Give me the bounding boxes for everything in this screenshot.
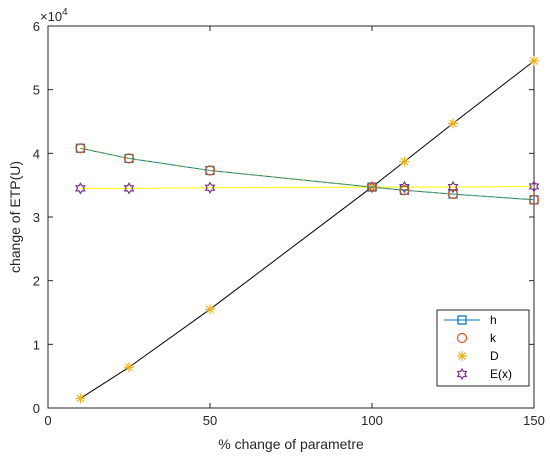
series-line [80, 147, 535, 201]
data-point [75, 393, 86, 404]
data-point [399, 156, 410, 167]
data-point [528, 194, 540, 205]
data-point [447, 188, 459, 200]
y-tick-label: 6 [33, 19, 40, 34]
legend-label: h [490, 313, 497, 327]
legend-label: D [490, 349, 499, 363]
data-point [448, 118, 458, 129]
data-point [75, 182, 86, 195]
y-tick-label: 4 [33, 146, 40, 161]
data-point [123, 153, 135, 164]
data-point [75, 143, 86, 154]
legend-box [436, 309, 530, 387]
x-tick-label: 0 [44, 413, 51, 428]
data-point [399, 180, 410, 194]
x-tick-label: 100 [361, 413, 383, 428]
x-tick-label: 150 [523, 413, 545, 428]
y-tick-label: 2 [33, 274, 40, 289]
y-tick-label: 0 [33, 401, 40, 416]
y-tick-label: 3 [33, 210, 40, 225]
legend-item: h [444, 313, 497, 327]
series-k [75, 143, 540, 205]
data-point [366, 181, 378, 193]
y-multiplier-exponent: 4 [62, 7, 68, 18]
x-axis-label: % change of parametre [218, 436, 364, 452]
legend-marker [456, 332, 468, 344]
legend-items: hkD E(x) [444, 313, 512, 381]
legend-item: k [456, 331, 497, 345]
data-point [124, 362, 134, 373]
data-point [528, 180, 540, 193]
data-point [205, 304, 215, 315]
series-layer [75, 56, 540, 404]
x-axis-ticks: 0 50 100 150 [44, 26, 545, 428]
y-tick-label: 5 [33, 83, 40, 98]
legend-marker [457, 351, 467, 361]
legend-item: D [457, 349, 499, 363]
y-tick-label: 1 [33, 337, 40, 352]
y-axis-ticks: 0 1 2 3 4 5 6 [33, 19, 534, 416]
y-axis-multiplier: ×104 [40, 7, 68, 24]
data-point [399, 185, 410, 196]
data-point [123, 182, 135, 195]
data-point [204, 165, 216, 176]
y-multiplier-base: ×10 [40, 9, 62, 24]
legend-item: E(x) [456, 367, 512, 381]
legend-label: k [490, 331, 497, 345]
data-point [529, 56, 539, 67]
legend-marker [457, 315, 467, 325]
y-axis-label: change of ETP(U) [7, 161, 23, 273]
legend-marker [456, 367, 468, 381]
legend: hkD E(x) [436, 309, 530, 387]
legend-label: E(x) [490, 367, 512, 381]
data-point [204, 181, 216, 194]
data-point [447, 180, 459, 194]
x-tick-label: 50 [203, 413, 217, 428]
